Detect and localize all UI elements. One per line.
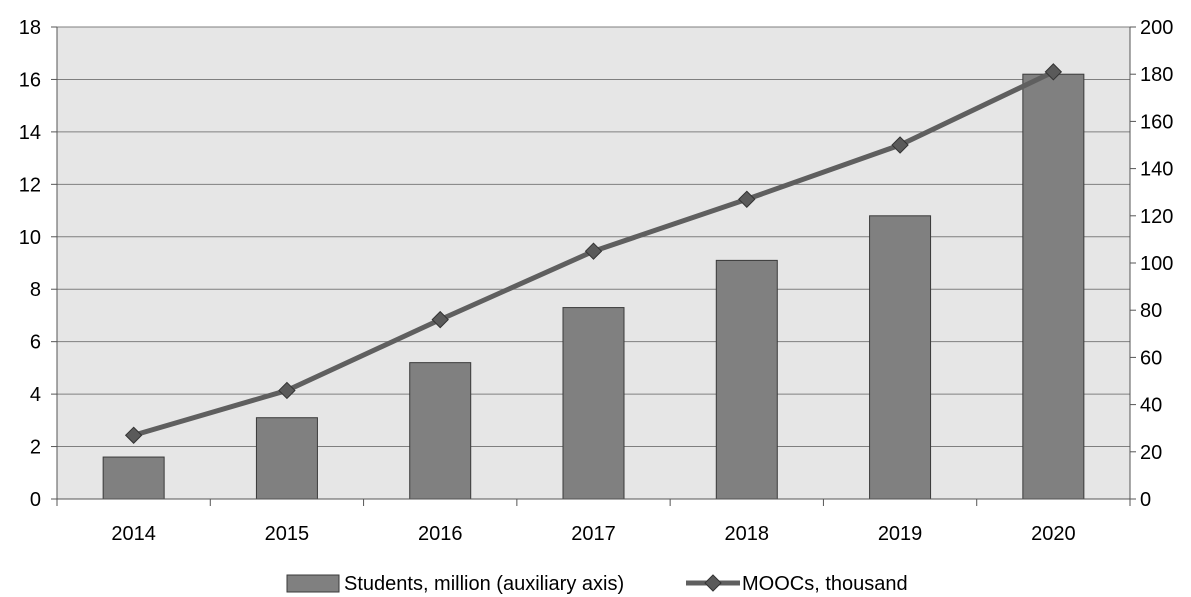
bar (869, 215, 932, 500)
x-axis-tick-label: 2014 (111, 523, 156, 545)
left-axis-tick-label: 8 (30, 279, 41, 301)
bar (715, 259, 778, 500)
left-axis-tick-label: 6 (30, 332, 41, 354)
legend-bar-label: Students, million (auxiliary axis) (344, 573, 624, 595)
left-axis-tick-label: 14 (19, 122, 41, 144)
x-axis-tick-label: 2017 (571, 523, 616, 545)
x-axis-tick-label: 2015 (265, 523, 310, 545)
left-axis-tick-label: 4 (30, 384, 41, 406)
line-point-marker (891, 136, 909, 154)
right-axis-tick-label: 0 (1140, 489, 1151, 511)
bar (102, 456, 165, 500)
right-axis-tick-label: 60 (1140, 347, 1162, 369)
legend-bar-swatch (286, 574, 340, 593)
legend: Students, million (auxiliary axis) MOOCs… (286, 573, 908, 595)
legend-line-label: MOOCs, thousand (742, 573, 908, 595)
line-point-marker (278, 381, 296, 400)
right-axis-tick-label: 20 (1140, 442, 1162, 464)
left-axis-tick-label: 12 (19, 174, 41, 196)
right-axis-tick-label: 80 (1140, 300, 1162, 322)
right-axis-tick-label: 100 (1140, 253, 1173, 275)
x-axis-tick-label: 2016 (418, 523, 463, 545)
right-axis-tick-label: 40 (1140, 395, 1162, 417)
left-axis-tick-label: 10 (19, 227, 41, 249)
bar (562, 307, 625, 500)
left-axis-tick-label: 16 (19, 69, 41, 91)
x-axis-tick-label: 2018 (725, 523, 770, 545)
right-axis-tick-label: 140 (1140, 159, 1173, 181)
legend-diamond-marker (704, 574, 722, 592)
right-axis-tick-label: 120 (1140, 206, 1173, 228)
bar (1022, 73, 1085, 500)
right-axis-tick-label: 160 (1140, 111, 1173, 133)
axes: 0246810121416180204060801001201401601802… (19, 17, 1174, 545)
left-axis-tick-label: 18 (19, 17, 41, 39)
line-point-marker (584, 242, 603, 260)
left-axis-tick-label: 2 (30, 437, 41, 459)
x-axis-tick-label: 2019 (878, 523, 923, 545)
bar (409, 362, 472, 500)
line-point-marker (124, 426, 143, 444)
x-axis-tick-label: 2020 (1031, 523, 1076, 545)
left-axis-tick-label: 0 (30, 489, 41, 511)
line-point-marker (431, 310, 449, 329)
line-point-marker (1044, 63, 1063, 81)
line-point-marker (738, 190, 756, 208)
right-axis-tick-label: 200 (1140, 17, 1173, 39)
right-axis-tick-label: 180 (1140, 64, 1173, 86)
line-series (124, 63, 1063, 444)
bar (255, 417, 318, 500)
